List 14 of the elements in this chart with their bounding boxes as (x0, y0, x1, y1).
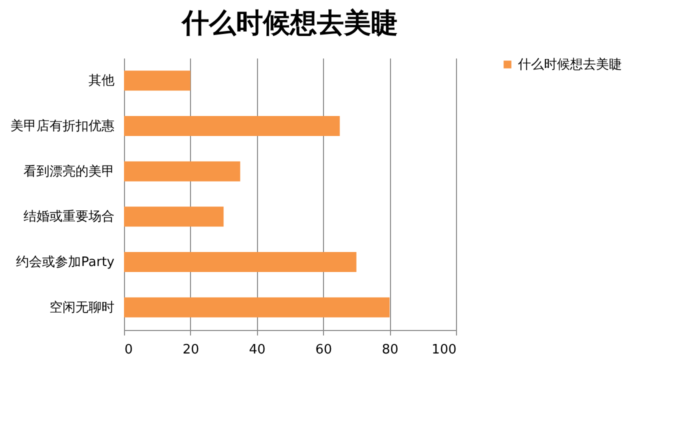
chart-title: 什么时候想去美睫 (181, 8, 398, 39)
legend-label: 什么时候想去美睫 (517, 56, 622, 72)
y-tick-label: 美甲店有折扣优惠 (10, 118, 114, 134)
x-tick-label: 80 (382, 342, 398, 358)
x-tick-label: 60 (315, 342, 332, 358)
x-tick-label: 20 (182, 342, 200, 358)
y-tick-label: 其他 (88, 74, 114, 89)
y-tick-label: 看到漂亮的美甲 (24, 163, 114, 180)
x-tick-label: 0 (124, 342, 133, 358)
y-tick-label: 约会或参加Party (16, 255, 115, 270)
y-tick-label: 空闲无聊时 (50, 300, 114, 316)
y-tick-label: 结婚或重要场合 (24, 210, 114, 225)
x-tick-label: 100 (432, 342, 456, 358)
x-tick-label: 40 (249, 342, 266, 358)
